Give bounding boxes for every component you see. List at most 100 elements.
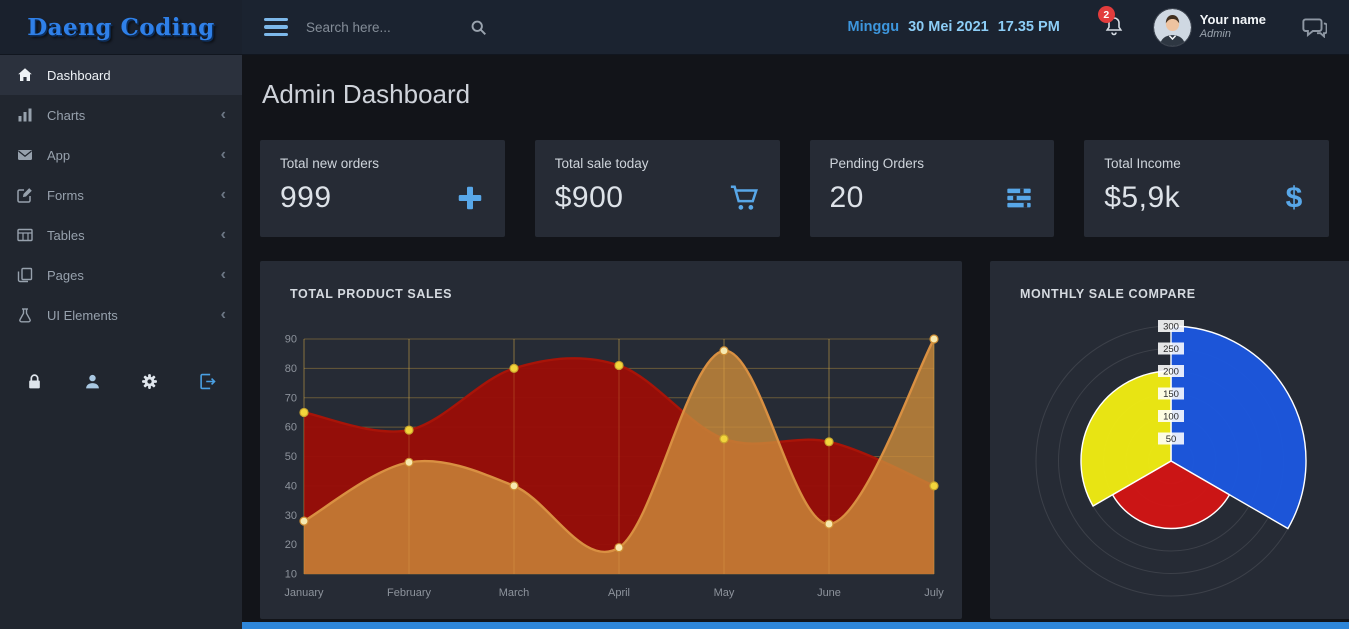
notification-badge: 2 xyxy=(1097,6,1115,23)
datetime: Minggu 30 Mei 2021 17.35 PM xyxy=(848,19,1060,35)
user-icon[interactable] xyxy=(84,373,101,390)
envelope-icon xyxy=(16,147,34,163)
comments-icon[interactable] xyxy=(1302,16,1327,38)
stat-card-new-orders: Total new orders 999 xyxy=(260,140,505,237)
lock-icon[interactable] xyxy=(26,373,43,390)
pages-icon xyxy=(16,267,34,283)
sidebar-item-label: Charts xyxy=(47,107,86,123)
tasks-icon xyxy=(1004,184,1034,212)
sidebar-item-label: Forms xyxy=(47,187,84,203)
product-sales-panel: TOTAL PRODUCT SALES 10 20 30 40 50 60 70 80 90 Ja… xyxy=(260,261,962,619)
stat-label: Total sale today xyxy=(554,156,649,171)
svg-text:10: 10 xyxy=(285,569,297,581)
stat-card-pending-orders: Pending Orders 20 xyxy=(809,140,1055,237)
page-title: Admin Dashboard xyxy=(262,79,471,109)
chevron-left-icon: ‹ xyxy=(220,305,226,323)
topbar-main: Minggu 30 Mei 2021 17.35 PM 2 xyxy=(242,0,1349,54)
notifications-button[interactable]: 2 xyxy=(1097,6,1126,39)
user-role: Admin xyxy=(1199,28,1231,41)
sidebar-item-ui-elements[interactable]: UI Elements ‹ xyxy=(0,295,242,335)
search-icon[interactable] xyxy=(470,19,487,36)
chevron-left-icon: ‹ xyxy=(220,225,226,243)
user-name: Your name xyxy=(1199,12,1266,27)
stat-value: $900 xyxy=(554,181,624,214)
svg-text:May: May xyxy=(714,587,735,599)
svg-text:150: 150 xyxy=(1163,389,1179,400)
stat-label: Pending Orders xyxy=(829,156,925,171)
home-icon xyxy=(16,67,34,83)
svg-text:50: 50 xyxy=(1166,434,1177,445)
sidebar-item-label: App xyxy=(47,147,71,163)
svg-text:March: March xyxy=(499,587,530,599)
bottom-scroll-bar[interactable] xyxy=(242,622,1349,629)
monthly-sale-polar-chart: 50 100 150 200 250 300 xyxy=(1035,320,1307,597)
sidebar-tools xyxy=(0,357,242,406)
sidebar-item-pages[interactable]: Pages ‹ xyxy=(0,255,242,295)
svg-text:January: January xyxy=(284,587,324,599)
hamburger-icon[interactable] xyxy=(260,14,292,40)
plus-icon xyxy=(455,183,485,213)
svg-text:40: 40 xyxy=(285,480,297,492)
svg-text:100: 100 xyxy=(1163,412,1179,423)
svg-text:April: April xyxy=(608,587,630,599)
bar-chart-icon xyxy=(16,107,34,123)
monthly-sale-panel: MONTHLY SALE COMPARE 50 100 150 200 250 300 xyxy=(990,261,1349,619)
panel-title: TOTAL PRODUCT SALES xyxy=(290,287,453,301)
product-sales-area-chart: 10 20 30 40 50 60 70 80 90 January February March Ap… xyxy=(284,334,944,600)
cart-icon xyxy=(728,183,760,213)
sidebar-item-label: Pages xyxy=(47,267,84,283)
stat-value: 20 xyxy=(829,181,864,214)
stat-value: $5,9k xyxy=(1104,181,1181,214)
svg-text:250: 250 xyxy=(1163,344,1179,355)
gear-icon[interactable] xyxy=(141,373,158,390)
top-header: Daeng Coding Minggu 30 Mei 2021 17.35 PM… xyxy=(0,0,1349,55)
svg-text:80: 80 xyxy=(285,363,297,375)
search-input[interactable] xyxy=(306,19,456,35)
svg-text:200: 200 xyxy=(1163,367,1179,378)
svg-text:June: June xyxy=(817,587,841,599)
sidebar-item-dashboard[interactable]: Dashboard xyxy=(0,55,242,95)
charts-row: TOTAL PRODUCT SALES 10 20 30 40 50 60 70 80 90 Ja… xyxy=(260,261,1349,619)
sidebar-item-label: Tables xyxy=(47,227,85,243)
sidebar-item-tables[interactable]: Tables ‹ xyxy=(0,215,242,255)
svg-text:70: 70 xyxy=(285,392,297,404)
chevron-left-icon: ‹ xyxy=(220,105,226,123)
svg-text:February: February xyxy=(387,587,432,599)
main-content: Admin Dashboard Total new orders 999 Tot… xyxy=(242,55,1349,629)
stat-label: Total Income xyxy=(1104,156,1181,171)
user-text: Your name Admin xyxy=(1200,12,1266,42)
panel-title: MONTHLY SALE COMPARE xyxy=(1020,287,1196,301)
table-icon xyxy=(16,227,34,243)
date-value: 30 Mei 2021 xyxy=(908,19,989,35)
stat-card-total-income: Total Income $5,9k $ xyxy=(1084,140,1329,237)
svg-text:30: 30 xyxy=(285,510,297,522)
user-menu[interactable]: Your name Admin xyxy=(1153,8,1266,46)
sign-out-icon[interactable] xyxy=(199,373,216,390)
stat-label: Total new orders xyxy=(280,156,380,171)
stat-value: 999 xyxy=(280,181,332,214)
svg-text:50: 50 xyxy=(285,451,297,463)
sidebar-item-forms[interactable]: Forms ‹ xyxy=(0,175,242,215)
sidebar: Dashboard Charts ‹ App ‹ xyxy=(0,55,242,629)
date-day: Minggu xyxy=(847,19,900,35)
stat-card-sale-today: Total sale today $900 xyxy=(534,140,780,237)
avatar xyxy=(1153,8,1191,46)
time-value: 17.35 PM xyxy=(997,19,1060,35)
svg-text:60: 60 xyxy=(285,422,297,434)
app-logo[interactable]: Daeng Coding xyxy=(0,0,242,54)
svg-text:20: 20 xyxy=(285,539,297,551)
svg-text:90: 90 xyxy=(285,334,297,346)
svg-text:July: July xyxy=(924,587,944,599)
flask-icon xyxy=(16,307,34,323)
chevron-left-icon: ‹ xyxy=(220,185,226,203)
edit-icon xyxy=(16,187,34,203)
chevron-left-icon: ‹ xyxy=(220,145,226,163)
stat-cards-row: Total new orders 999 Total sale today $9… xyxy=(260,140,1329,237)
sidebar-item-charts[interactable]: Charts ‹ xyxy=(0,95,242,135)
dollar-icon: $ xyxy=(1279,183,1309,213)
chevron-left-icon: ‹ xyxy=(220,265,226,283)
sidebar-item-label: UI Elements xyxy=(47,307,118,323)
sidebar-item-app[interactable]: App ‹ xyxy=(0,135,242,175)
svg-text:300: 300 xyxy=(1163,322,1179,333)
